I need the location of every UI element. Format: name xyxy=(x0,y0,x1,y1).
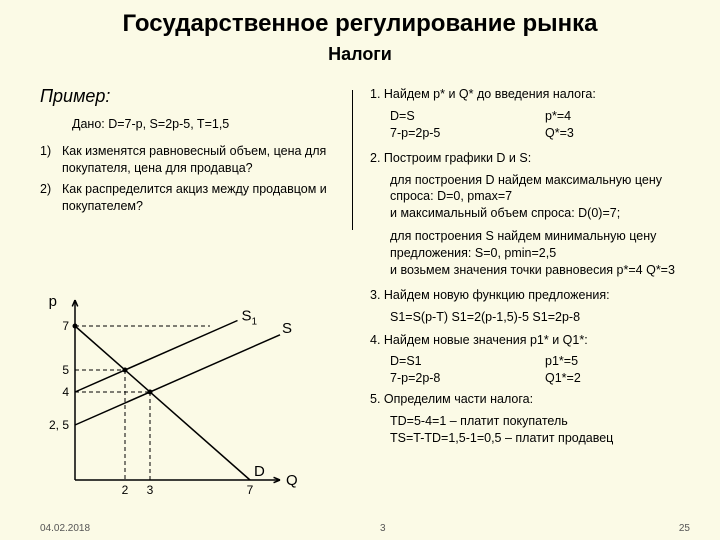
svg-text:7: 7 xyxy=(62,319,69,333)
step1-title: 1. Найдем p* и Q* до введения налога: xyxy=(370,86,700,103)
svg-text:2, 5: 2, 5 xyxy=(49,418,69,432)
footer-mid: 3 xyxy=(380,523,386,534)
step3-title: 3. Найдем новую функцию предложения: xyxy=(370,287,700,304)
step5-title: 5. Определим части налога: xyxy=(370,391,700,408)
svg-text:7: 7 xyxy=(247,483,254,497)
supply-demand-chart: pQ7542, 5237DSS1 xyxy=(30,280,330,520)
q2-num: 2) xyxy=(40,181,51,198)
step2-title: 2. Построим графики D и S: xyxy=(370,150,700,167)
svg-text:5: 5 xyxy=(62,363,69,377)
svg-text:2: 2 xyxy=(122,483,129,497)
step4-b: p1*=5 xyxy=(545,354,578,368)
footer-page: 25 xyxy=(679,523,690,534)
step2-p1: для построения D найдем максимальную цен… xyxy=(390,172,700,223)
svg-text:D: D xyxy=(254,463,265,480)
example-label: Пример: xyxy=(40,86,110,107)
step5-a: TD=5-4=1 – платит покупатель xyxy=(390,413,700,430)
page-subtitle: Налоги xyxy=(0,44,720,65)
step1-b: p*=4 xyxy=(545,109,571,123)
question-2: 2) Как распределится акциз между продавц… xyxy=(40,181,340,215)
svg-text:p: p xyxy=(49,293,57,310)
step3-eq: S1=S(p-T) S1=2(p-1,5)-5 S1=2p-8 xyxy=(390,309,700,326)
right-column: 1. Найдем p* и Q* до введения налога: D=… xyxy=(370,86,700,447)
given-text: Дано: D=7-p, S=2p-5, T=1,5 xyxy=(72,116,340,133)
question-1: 1) Как изменятся равновесный объем, цена … xyxy=(40,143,340,177)
step1-eq: D=S p*=4 xyxy=(390,108,700,125)
step1-d: Q*=3 xyxy=(545,126,574,140)
q1-text: Как изменятся равновесный объем, цена дл… xyxy=(62,144,326,175)
step4-title: 4. Найдем новые значения p1* и Q1*: xyxy=(370,332,700,349)
left-column: Дано: D=7-p, S=2p-5, T=1,5 1) Как изменят… xyxy=(40,112,340,218)
footer-date: 04.02.2018 xyxy=(40,523,90,534)
page-title: Государственное регулирование рынка xyxy=(0,0,720,38)
step4-d: Q1*=2 xyxy=(545,371,581,385)
step1-c: 7-p=2p-5 xyxy=(390,126,440,140)
step1-a: D=S xyxy=(390,109,415,123)
q1-num: 1) xyxy=(40,143,51,160)
svg-text:S1: S1 xyxy=(242,308,258,328)
step5-b: TS=T-TD=1,5-1=0,5 – платит продавец xyxy=(390,430,700,447)
step4-c: 7-p=2p-8 xyxy=(390,371,440,385)
divider-line xyxy=(352,90,353,230)
svg-text:4: 4 xyxy=(62,385,69,399)
step2-p2: для построения S найдем минимальную цену… xyxy=(390,228,700,279)
step1-eq2: 7-p=2p-5 Q*=3 xyxy=(390,125,700,142)
step4-eq: D=S1 p1*=5 xyxy=(390,353,700,370)
svg-text:Q: Q xyxy=(286,472,298,489)
step4-eq2: 7-p=2p-8 Q1*=2 xyxy=(390,370,700,387)
svg-text:S: S xyxy=(282,320,292,337)
svg-text:3: 3 xyxy=(147,483,154,497)
q2-text: Как распределится акциз между продавцом … xyxy=(62,182,327,213)
step4-a: D=S1 xyxy=(390,354,422,368)
